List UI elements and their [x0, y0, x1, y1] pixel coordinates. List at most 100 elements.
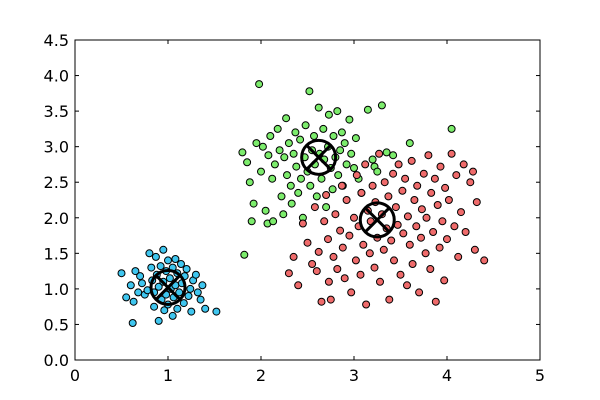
data-point	[297, 174, 305, 183]
data-point	[117, 269, 126, 278]
x-tick-label: 3	[349, 366, 359, 385]
data-point	[415, 288, 424, 297]
centroid-ring	[300, 138, 338, 176]
data-point	[294, 281, 303, 290]
data-point	[401, 174, 410, 183]
data-point	[447, 149, 456, 158]
data-point	[338, 243, 347, 252]
data-point	[310, 203, 319, 212]
data-point	[351, 256, 360, 265]
data-point	[198, 281, 207, 290]
centroid-cross	[364, 206, 391, 233]
data-point	[356, 270, 365, 279]
data-point	[261, 206, 270, 215]
data-point	[380, 178, 389, 187]
data-point	[431, 297, 440, 306]
data-point	[385, 295, 394, 304]
data-point	[191, 270, 200, 279]
data-point	[421, 249, 430, 258]
data-point	[457, 208, 465, 217]
data-point	[387, 236, 396, 245]
data-point	[412, 222, 421, 231]
data-point	[324, 110, 333, 119]
data-point	[126, 281, 135, 290]
y-tick-label: 1.5	[44, 244, 69, 263]
data-point	[403, 281, 411, 290]
data-point	[277, 192, 286, 201]
x-tick-label: 1	[163, 366, 173, 385]
data-point	[333, 265, 342, 273]
data-point	[447, 124, 456, 133]
data-point	[175, 288, 184, 297]
data-point	[337, 128, 346, 137]
data-point	[317, 174, 326, 183]
data-point	[331, 210, 340, 219]
data-point	[396, 270, 405, 279]
data-point	[336, 146, 345, 155]
data-point	[247, 217, 256, 226]
centroid-cross	[154, 274, 182, 301]
data-point	[351, 134, 360, 143]
data-point	[284, 269, 293, 278]
data-point	[410, 196, 419, 204]
data-point	[284, 139, 293, 148]
data-point	[337, 181, 346, 190]
data-point	[362, 300, 371, 309]
data-point	[454, 252, 463, 261]
y-tick-label: 2.5	[44, 173, 69, 192]
data-point	[352, 171, 361, 180]
data-point	[312, 267, 321, 276]
data-point	[320, 217, 329, 226]
data-point	[430, 174, 439, 183]
data-point	[438, 217, 447, 226]
x-tick-label: 5	[535, 366, 545, 385]
data-point	[340, 139, 349, 148]
data-point	[245, 178, 254, 187]
data-point	[390, 256, 398, 265]
data-point	[470, 245, 479, 254]
plot-area-frame	[74, 39, 541, 361]
data-point	[433, 201, 442, 209]
data-point	[324, 277, 333, 286]
data-point	[444, 196, 453, 204]
data-point	[164, 256, 172, 265]
data-point	[266, 132, 275, 140]
data-point	[179, 299, 188, 308]
data-point	[187, 307, 196, 316]
data-point	[298, 219, 307, 228]
data-point	[424, 151, 433, 160]
x-tick-label: 2	[256, 366, 266, 385]
data-point	[342, 196, 351, 204]
data-point	[151, 252, 160, 261]
data-point	[376, 277, 384, 286]
data-point	[184, 292, 193, 300]
data-point	[365, 249, 374, 258]
x-tick-label: 4	[442, 366, 452, 385]
data-point	[429, 228, 438, 236]
data-point	[350, 164, 358, 172]
y-tick-label: 0.5	[44, 315, 69, 334]
data-point	[399, 229, 408, 238]
data-point	[322, 191, 331, 199]
data-point	[440, 276, 449, 285]
data-point	[403, 212, 412, 221]
data-point	[270, 160, 279, 169]
data-point	[275, 146, 284, 155]
data-point	[347, 288, 356, 297]
data-point	[389, 151, 398, 160]
data-point	[173, 304, 182, 313]
data-point	[289, 149, 298, 158]
data-point	[301, 121, 310, 130]
data-point	[283, 171, 291, 180]
data-point	[408, 260, 417, 268]
data-point	[273, 124, 282, 133]
data-point	[413, 181, 422, 190]
data-point	[459, 160, 468, 169]
data-point	[419, 169, 428, 178]
data-point	[156, 262, 165, 271]
data-point	[375, 149, 384, 158]
data-point	[329, 252, 338, 261]
data-point	[292, 162, 301, 171]
data-point	[319, 124, 328, 133]
y-tick-label: 2.0	[44, 209, 69, 228]
